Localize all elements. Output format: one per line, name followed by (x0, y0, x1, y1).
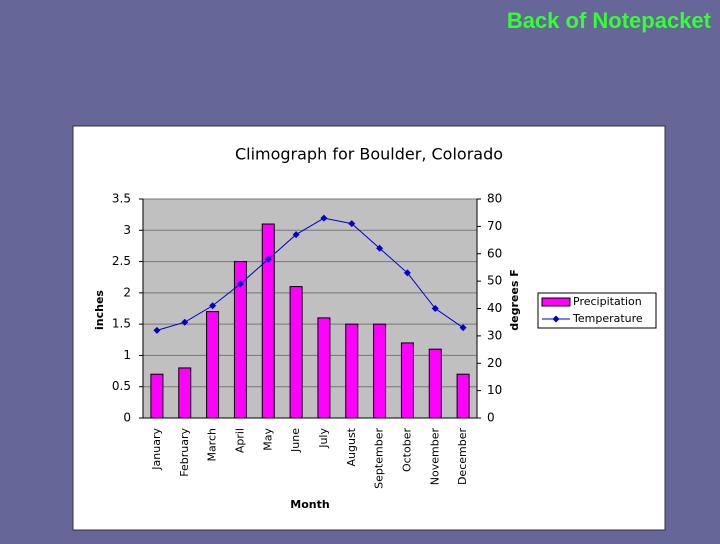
bar (206, 311, 220, 419)
x-tick-label: September (373, 428, 386, 489)
x-tick-label: December (456, 428, 469, 486)
bar (233, 261, 247, 419)
x-axis-title: Month (290, 498, 329, 511)
x-tick-label: May (261, 428, 274, 451)
y-tick-label: 1 (123, 348, 131, 362)
marker (264, 255, 272, 263)
y2-axis-title: degrees F (508, 269, 521, 330)
marker (209, 302, 217, 310)
bar (345, 323, 359, 419)
y2-tick-label: 0 (487, 411, 495, 425)
bar (456, 373, 470, 419)
y2-tick-label: 80 (487, 192, 502, 206)
y2-tick-label: 20 (487, 356, 502, 370)
marker (431, 305, 439, 312)
y2-tick-label: 70 (487, 219, 502, 233)
y-tick-label: 0.5 (112, 379, 131, 393)
marker (153, 326, 161, 334)
marker (181, 318, 189, 326)
y2-tick-label: 60 (487, 246, 502, 260)
y-tick-label: 3.5 (112, 192, 131, 206)
y2-tick-label: 30 (487, 328, 502, 342)
legend-swatch (552, 315, 560, 323)
x-tick-label: July (317, 428, 330, 449)
bar (317, 317, 331, 419)
x-tick-label: October (400, 428, 413, 472)
legend-label: Precipitation (573, 295, 642, 308)
y-tick-label: 1.5 (112, 317, 131, 331)
x-tick-label: February (178, 428, 191, 477)
y2-tick-label: 50 (487, 274, 502, 288)
x-tick-label: August (345, 427, 358, 466)
y-tick-label: 2 (123, 285, 131, 299)
bar (428, 348, 442, 419)
x-tick-label: January (150, 428, 163, 471)
bar (150, 373, 164, 419)
slide-header: Back of Notepacket (507, 8, 712, 33)
bar (373, 323, 387, 419)
bar (400, 342, 414, 419)
bar (261, 223, 275, 419)
marker (292, 231, 300, 239)
marker (320, 214, 328, 222)
marker (348, 220, 356, 228)
bar (178, 367, 192, 419)
y2-tick-label: 10 (487, 383, 502, 397)
y-axis-title: inches (93, 290, 106, 330)
legend-swatch (541, 297, 571, 307)
x-tick-label: March (206, 428, 219, 462)
y-tick-label: 2.5 (112, 254, 131, 268)
marker (459, 324, 467, 332)
y2-tick-label: 40 (487, 301, 502, 315)
y-tick-label: 3 (123, 223, 131, 237)
marker (403, 269, 411, 277)
y-tick-label: 0 (123, 411, 131, 425)
x-tick-label: April (233, 428, 246, 453)
marker (236, 280, 244, 288)
chart-title: Climograph for Boulder, Colorado (235, 145, 503, 164)
line (156, 217, 464, 331)
bar (289, 286, 303, 419)
marker (376, 244, 384, 252)
x-tick-label: June (289, 428, 302, 453)
x-tick-label: November (428, 428, 441, 486)
legend-label: Temperature (572, 312, 643, 325)
plot-area (143, 199, 477, 418)
